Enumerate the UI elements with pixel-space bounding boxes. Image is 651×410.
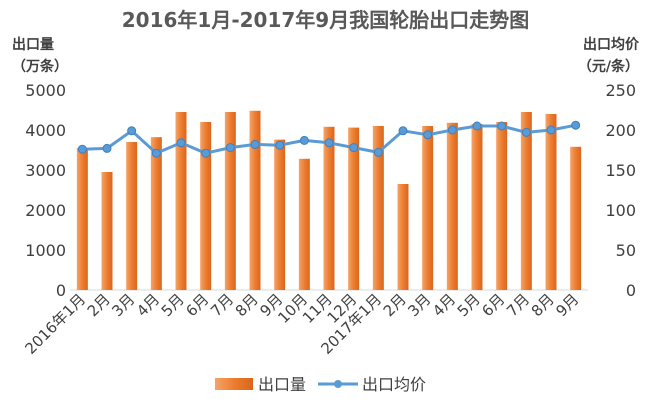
- point-avg-price: [472, 121, 482, 131]
- left-axis-label-line2: （万条）: [12, 59, 68, 75]
- point-avg-price: [571, 120, 581, 130]
- point-avg-price: [77, 144, 87, 154]
- bar-export-volume: [274, 139, 286, 290]
- legend-swatch-bar: [215, 378, 253, 390]
- bar-export-volume: [175, 112, 187, 290]
- bar-export-volume: [298, 158, 310, 290]
- legend-swatch-marker: [334, 380, 342, 388]
- x-tick-label: 7月: [503, 290, 533, 320]
- bar-export-volume: [397, 184, 409, 290]
- x-tick-label: 6月: [182, 290, 212, 320]
- point-avg-price: [546, 125, 556, 135]
- y-right-tick-label: 100: [605, 201, 636, 220]
- bar-export-volume: [372, 126, 384, 290]
- left-axis-label: 出口量 （万条）: [12, 34, 68, 78]
- x-tick-label: 2月: [84, 290, 114, 320]
- bar-export-volume: [348, 127, 360, 290]
- point-avg-price: [127, 126, 137, 136]
- x-tick-label: 8月: [528, 290, 558, 320]
- bar-export-volume: [76, 148, 88, 290]
- x-tick-label: 2月: [380, 290, 410, 320]
- legend-label-bar: 出口量: [258, 375, 306, 394]
- x-tick-label: 4月: [133, 290, 163, 320]
- x-tick-label: 3月: [108, 290, 138, 320]
- left-axis-label-line1: 出口量: [12, 37, 54, 53]
- right-axis-label-line1: 出口均价: [583, 37, 639, 53]
- x-tick-label: 2016年1月: [21, 290, 89, 358]
- point-avg-price: [398, 126, 408, 136]
- y-left-tick-label: 4000: [25, 121, 66, 140]
- bar-export-volume: [249, 110, 261, 290]
- point-avg-price: [349, 143, 359, 153]
- bar-export-volume: [200, 122, 212, 290]
- point-avg-price: [201, 148, 211, 158]
- bar-export-volume: [570, 146, 582, 290]
- y-left-tick-label: 0: [56, 281, 66, 300]
- right-axis-label-line2: （元/条）: [577, 59, 639, 75]
- point-avg-price: [299, 135, 309, 145]
- bar-export-volume: [496, 122, 508, 290]
- legend-label-line: 出口均价: [362, 375, 426, 394]
- point-avg-price: [275, 140, 285, 150]
- point-avg-price: [497, 121, 507, 131]
- point-avg-price: [151, 148, 161, 158]
- x-tick-label: 5月: [158, 290, 188, 320]
- y-right-tick-label: 250: [605, 81, 636, 100]
- bar-export-volume: [224, 112, 236, 290]
- bar-export-volume: [126, 142, 138, 290]
- point-avg-price: [250, 139, 260, 149]
- chart-title: 2016年1月-2017年9月我国轮胎出口走势图: [121, 8, 530, 32]
- point-avg-price: [176, 138, 186, 148]
- point-avg-price: [225, 143, 235, 153]
- x-tick-label: 8月: [232, 290, 262, 320]
- bar-export-volume: [446, 122, 458, 290]
- y-right-tick-label: 150: [605, 161, 636, 180]
- y-left-tick-label: 1000: [25, 241, 66, 260]
- y-right-tick-label: 50: [616, 241, 636, 260]
- y-right-tick-label: 200: [605, 121, 636, 140]
- point-avg-price: [102, 143, 112, 153]
- bar-export-volume: [150, 137, 162, 290]
- bar-export-volume: [545, 114, 557, 290]
- right-axis-label: 出口均价 （元/条）: [578, 34, 639, 78]
- point-avg-price: [324, 138, 334, 148]
- x-tick-label: 4月: [429, 290, 459, 320]
- point-avg-price: [373, 147, 383, 157]
- y-left-tick-label: 5000: [25, 81, 66, 100]
- bar-export-volume: [471, 124, 483, 290]
- bar-export-volume: [520, 112, 532, 290]
- y-left-tick-label: 2000: [25, 201, 66, 220]
- point-avg-price: [521, 127, 531, 137]
- bar-export-volume: [101, 172, 113, 290]
- point-avg-price: [423, 130, 433, 140]
- bar-export-volume: [422, 126, 434, 290]
- x-tick-label: 5月: [454, 290, 484, 320]
- x-tick-label: 7月: [207, 290, 237, 320]
- x-tick-label: 3月: [404, 290, 434, 320]
- y-left-tick-label: 3000: [25, 161, 66, 180]
- y-right-tick-label: 0: [626, 281, 636, 300]
- bar-export-volume: [323, 126, 335, 290]
- x-tick-label: 9月: [552, 290, 582, 320]
- point-avg-price: [447, 125, 457, 135]
- x-tick-label: 6月: [478, 290, 508, 320]
